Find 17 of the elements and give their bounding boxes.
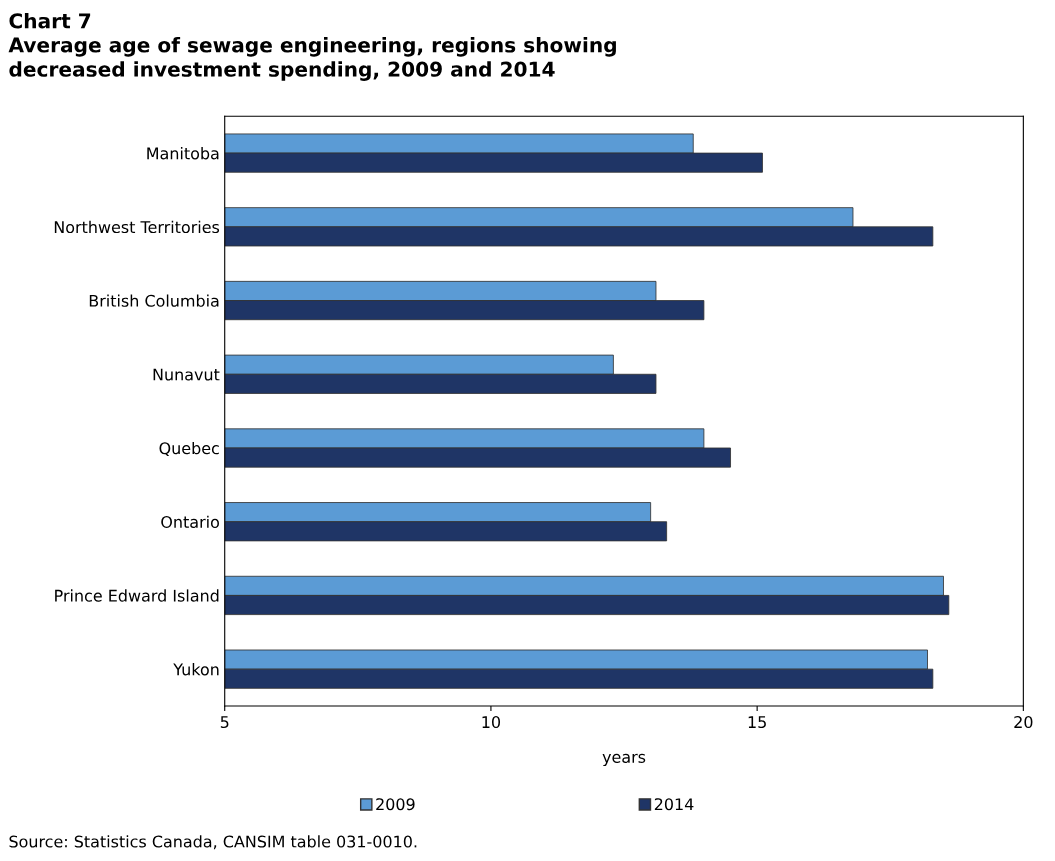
- y-tick-label: Nunavut: [153, 368, 220, 381]
- x-tick-label: 15: [748, 716, 766, 729]
- legend-label: 2014: [654, 798, 694, 811]
- y-tick-label: Manitoba: [147, 147, 219, 160]
- x-tick-label: 5: [220, 716, 229, 729]
- x-tick-label: 10: [482, 716, 501, 729]
- y-tick-label: Northwest Territories: [54, 220, 220, 234]
- y-tick-label: Prince Edward Island: [55, 589, 219, 602]
- y-tick-label: Quebec: [159, 441, 219, 457]
- x-tick-label: 20: [1014, 716, 1033, 729]
- y-tick-label: British Columbia: [89, 294, 219, 307]
- source-note: Source: Statistics Canada, CANSIM table 031-0010.: [9, 835, 417, 850]
- y-tick-label: Ontario: [161, 515, 219, 529]
- x-axis-title: years: [602, 753, 646, 767]
- chart-title: Chart 7 Average age of sewage engineering, regions showing decreased investment spending, 2009 and 2014: [8, 12, 616, 81]
- y-tick-label: Yukon: [173, 663, 219, 676]
- legend-label: 2009: [376, 798, 415, 811]
